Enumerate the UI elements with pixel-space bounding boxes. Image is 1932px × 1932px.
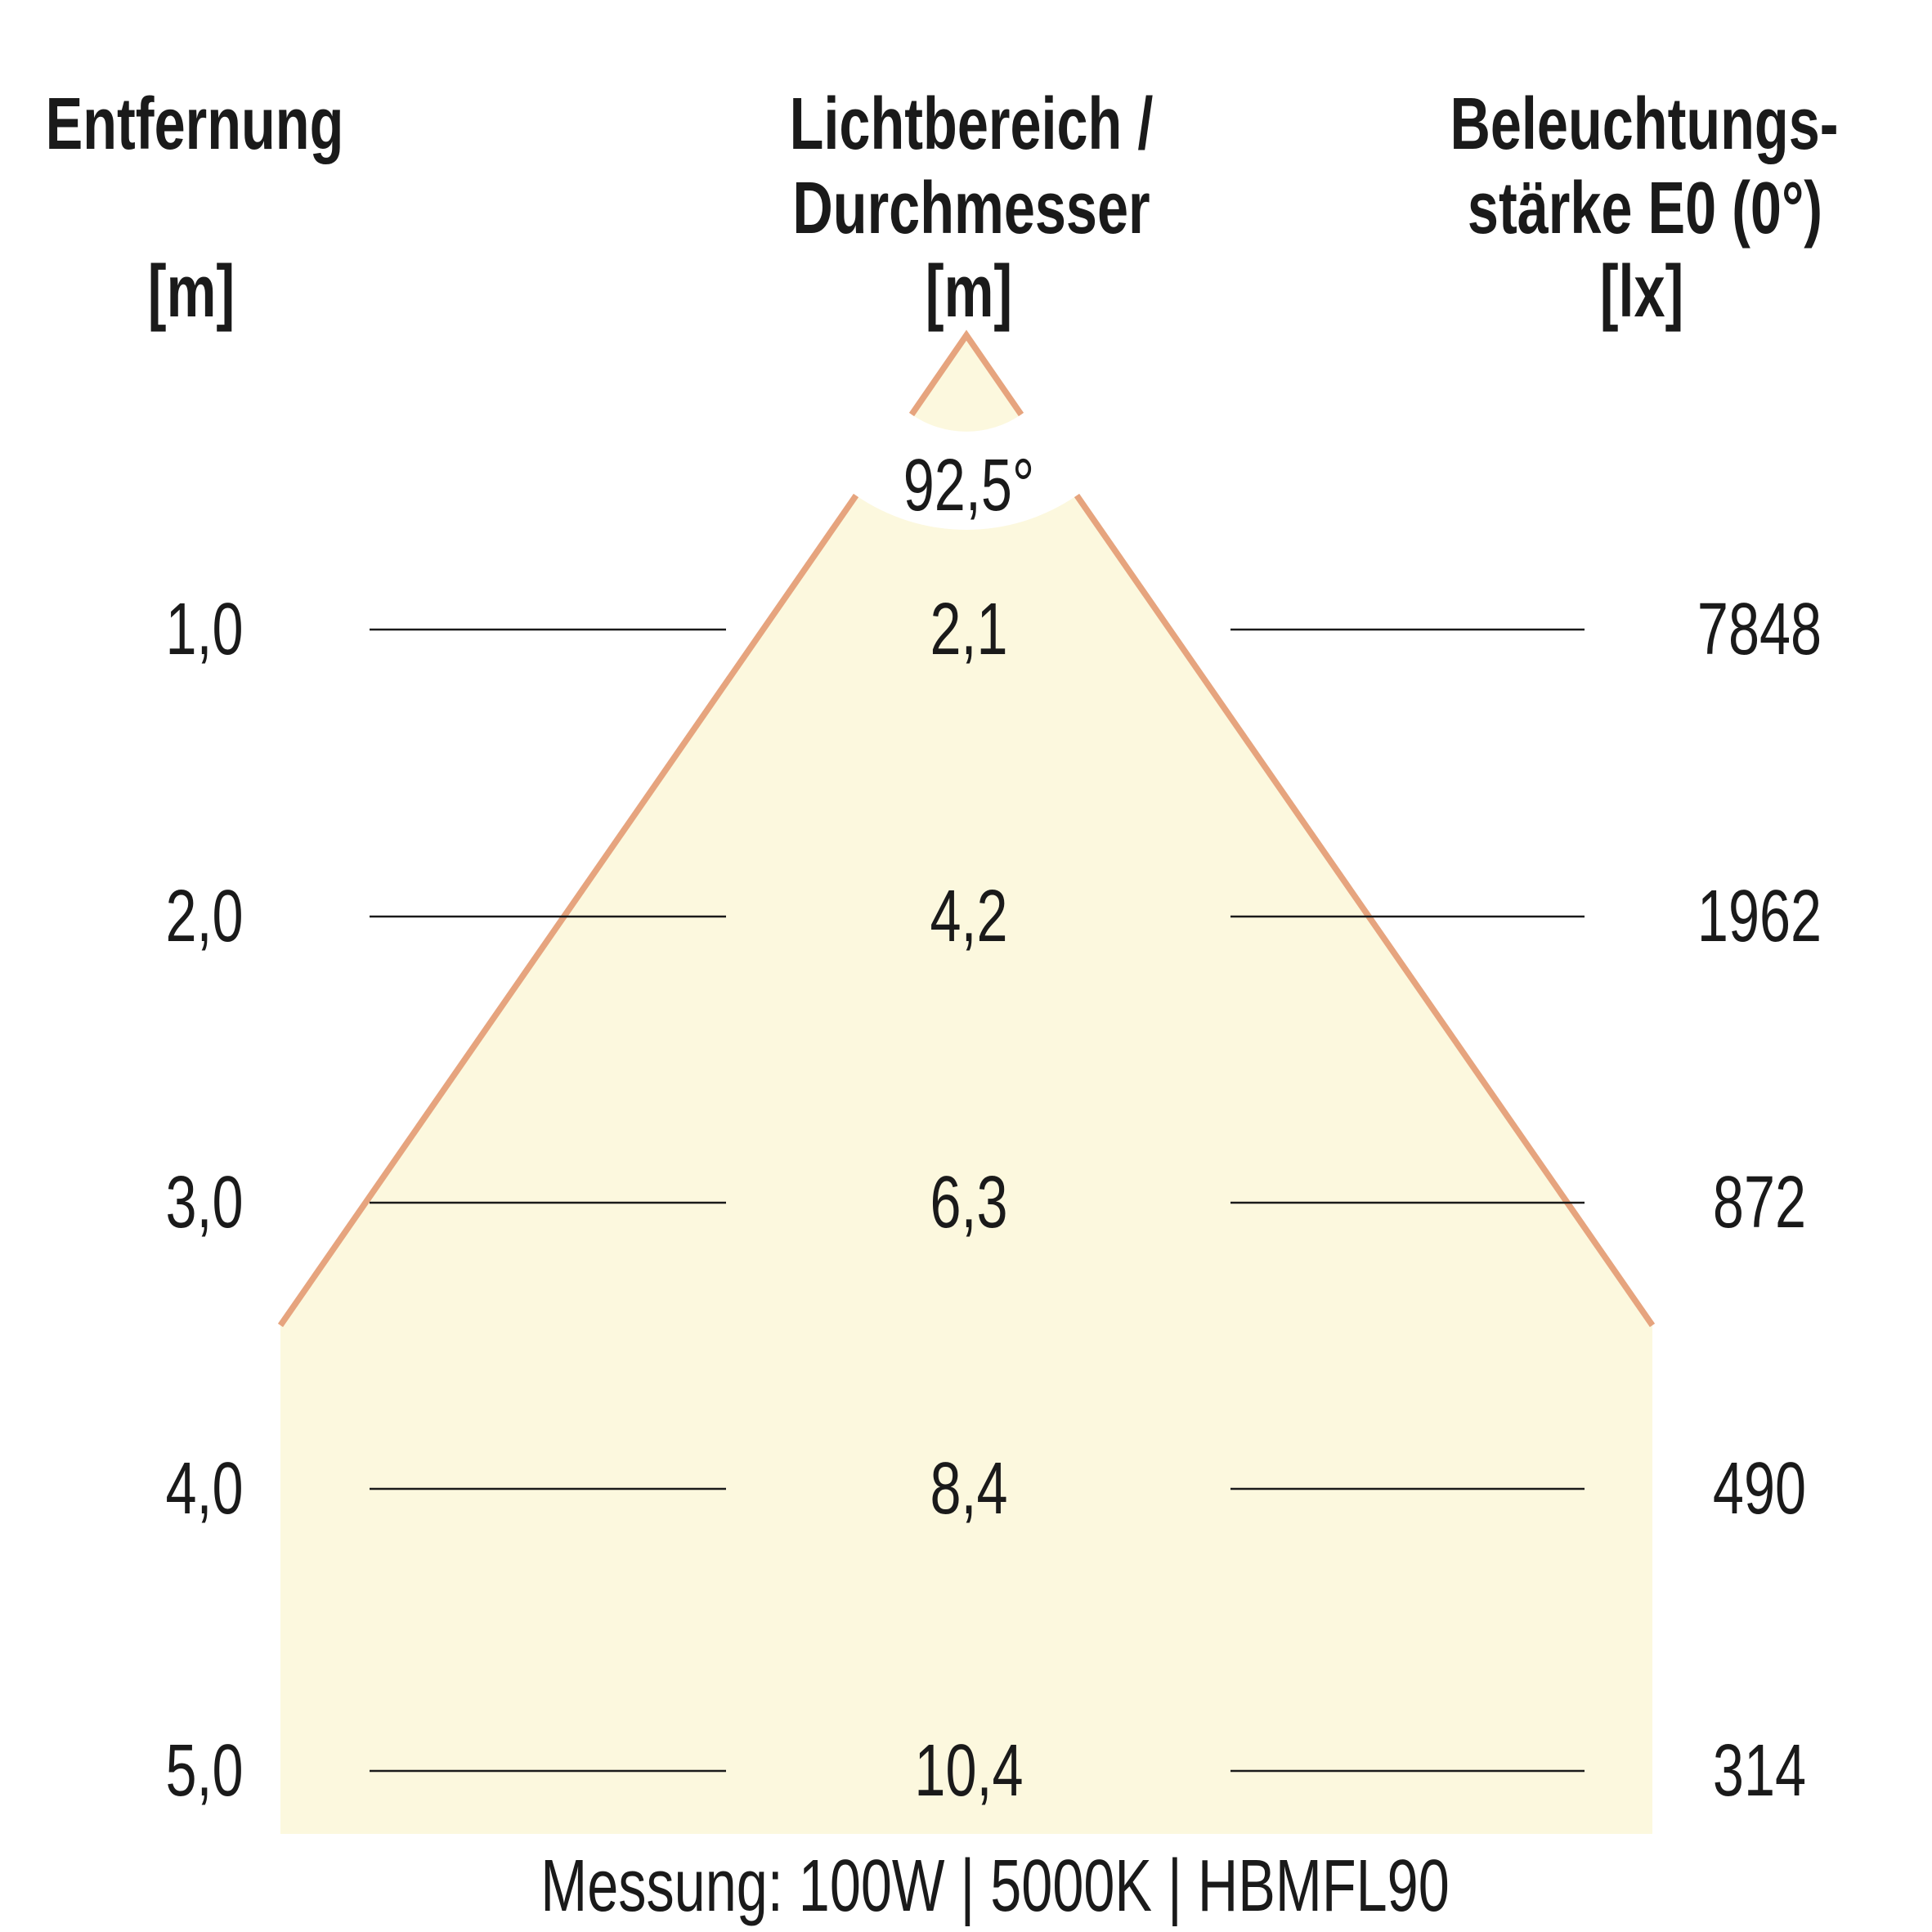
illuminance-value: 7848 — [1697, 589, 1822, 670]
header-diameter-title-2: Durchmesser — [792, 168, 1150, 249]
header-diameter-unit: [m] — [925, 251, 1013, 333]
distance-value: 3,0 — [165, 1162, 244, 1244]
distance-value: 5,0 — [165, 1730, 244, 1812]
distance-value: 4,0 — [165, 1448, 244, 1530]
distance-value: 2,0 — [165, 876, 244, 957]
diameter-value: 10,4 — [914, 1730, 1024, 1812]
diameter-value: 8,4 — [930, 1448, 1008, 1530]
illuminance-value: 1962 — [1697, 876, 1822, 957]
beam-cone-apex-edge — [908, 329, 1024, 417]
illuminance-value: 490 — [1712, 1448, 1807, 1530]
beam-cone-body — [280, 495, 1652, 1834]
illuminance-value: 314 — [1712, 1730, 1807, 1812]
illuminance-value: 872 — [1712, 1162, 1807, 1244]
beam-cone-left-edge — [277, 493, 859, 1328]
beam-cone-right-edge — [1074, 493, 1656, 1328]
beam-angle-label: 92,5° — [903, 445, 1035, 527]
header-distance-title: Entfernung — [45, 83, 344, 165]
measurement-caption: Messung: 100W | 5000K | HBMFL90 — [540, 1845, 1450, 1927]
header-distance-unit: [m] — [147, 251, 235, 333]
header-illuminance-unit: [lx] — [1599, 251, 1684, 333]
diameter-value: 4,2 — [930, 876, 1008, 957]
header-illuminance-title-2: stärke E0 (0°) — [1467, 168, 1823, 249]
beam-cone-apex-fan — [912, 335, 1021, 432]
diameter-value: 6,3 — [930, 1162, 1008, 1244]
distance-value: 1,0 — [165, 589, 244, 670]
diameter-value: 2,1 — [930, 589, 1008, 670]
header-diameter-title-1: Lichtbereich / — [789, 83, 1154, 165]
header-illuminance-title-1: Beleuchtungs- — [1450, 83, 1839, 165]
